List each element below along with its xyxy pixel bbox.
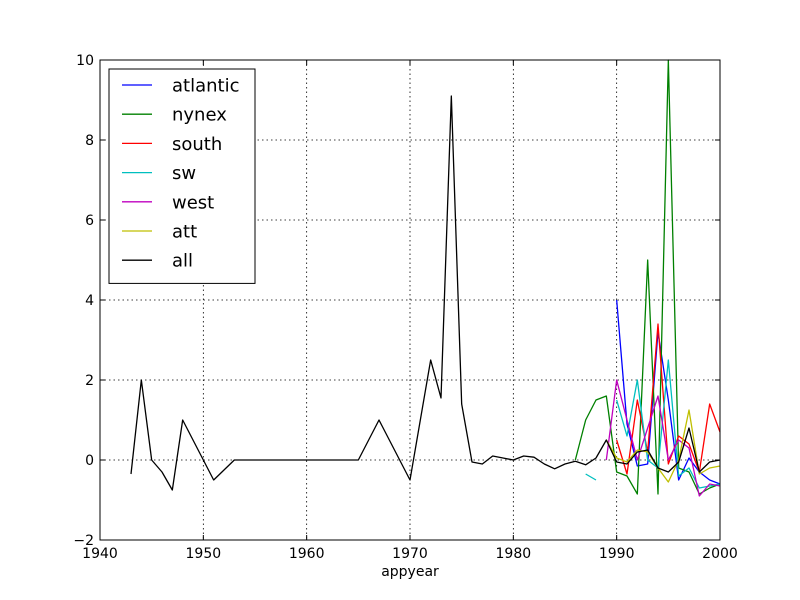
series-line-west (605, 379, 721, 497)
y-tick-label: 0 (85, 453, 94, 469)
x-tick-label: 1960 (289, 546, 325, 562)
y-tick-label: −2 (73, 533, 94, 549)
legend: atlantic nynex south sw west att all (108, 68, 256, 284)
legend-label-atlantic: atlantic (172, 76, 239, 97)
y-tick-label: 8 (85, 133, 94, 149)
x-tick-label: 1980 (496, 546, 532, 562)
legend-box (108, 68, 256, 284)
series-line-atlantic (616, 299, 721, 485)
series-line-att (605, 409, 721, 483)
grid-lines (100, 60, 720, 540)
x-tick-label: 1940 (82, 546, 118, 562)
y-tick-label: 6 (85, 213, 94, 229)
x-axis-label: appyear (381, 564, 439, 580)
series-line-sw (585, 359, 721, 489)
legend-label-nynex: nynex (172, 105, 227, 126)
legend-label-west: west (172, 192, 214, 213)
series-line-all (130, 95, 721, 491)
x-tick-label: 1950 (186, 546, 222, 562)
y-tick-label: 10 (76, 53, 94, 69)
x-tick-label: 1970 (392, 546, 428, 562)
y-tick-label: 2 (85, 373, 94, 389)
series-line-south (616, 323, 721, 475)
legend-label-sw: sw (172, 163, 196, 184)
axis-ticks: 1940 1950 1960 1970 1980 1990 2000 −2 0 2 4 6 8 10 (73, 53, 737, 562)
legend-label-att: att (172, 222, 197, 243)
legend-label-all: all (172, 251, 193, 272)
legend-label-south: south (172, 134, 222, 155)
series-lines (130, 59, 721, 497)
series-line-nynex (574, 59, 721, 495)
y-tick-label: 4 (85, 293, 94, 309)
x-tick-label: 1990 (599, 546, 635, 562)
x-tick-label: 2000 (702, 546, 738, 562)
